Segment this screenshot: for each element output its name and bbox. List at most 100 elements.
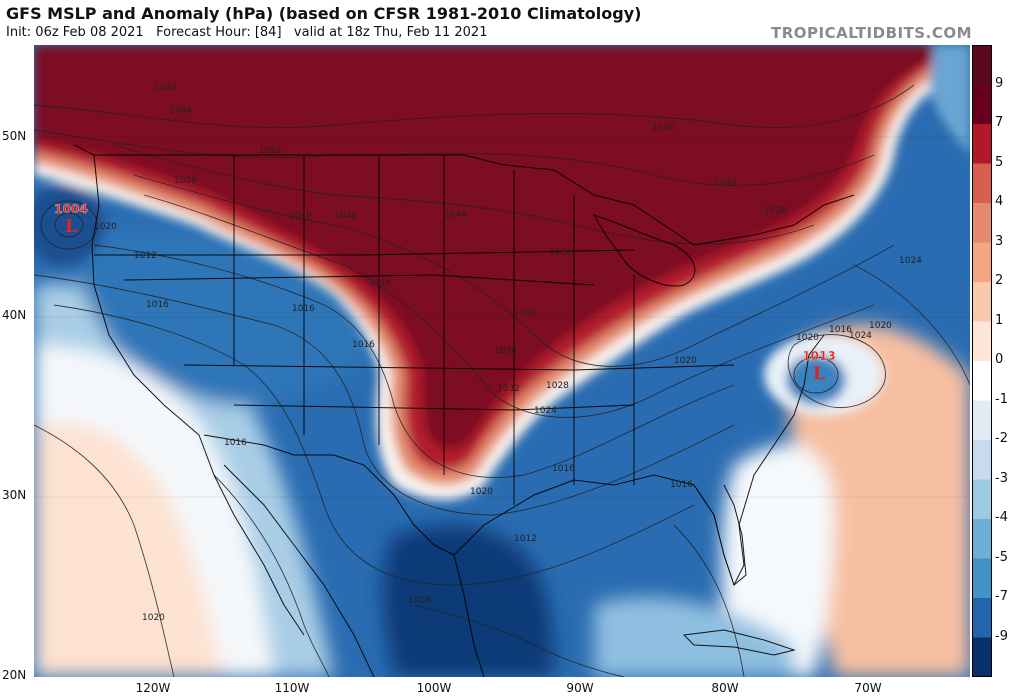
mexico-gulf-coast <box>453 554 485 677</box>
isobar-label: 1016 <box>224 438 247 448</box>
low-pressure-symbol: L <box>813 364 825 384</box>
isobar-label: 1016 <box>146 300 169 310</box>
isobar-label: 1016 <box>292 304 315 314</box>
isobar-line <box>787 334 886 409</box>
colorbar-label: -2 <box>995 431 1008 446</box>
lon-label: 70W <box>854 681 882 695</box>
political-borders <box>73 144 855 677</box>
site-brand: TROPICALTIDBITS.COM <box>771 24 972 42</box>
colorbar-swatch <box>972 203 992 243</box>
northeast-corner-blue <box>929 45 970 155</box>
graticule <box>34 136 970 498</box>
colorbar-swatch <box>972 400 992 441</box>
isobar-line <box>133 174 895 367</box>
map-subtitle: Init: 06z Feb 08 2021 Forecast Hour: [84… <box>6 25 488 40</box>
isobar-line <box>40 200 98 250</box>
isobar-line <box>793 356 839 394</box>
pacific-light-blue <box>34 283 334 677</box>
isobar-label: 1040 <box>289 211 312 221</box>
isobar-label: 1048 <box>154 83 177 93</box>
us-mexico-border <box>203 434 455 556</box>
florida-outline <box>693 484 747 586</box>
isobar-label: 1044 <box>444 210 467 220</box>
isobars <box>34 84 970 677</box>
isobar-label: 1048 <box>334 211 357 221</box>
lon-label: 110W <box>274 681 310 695</box>
colorbar-label: -3 <box>995 470 1008 486</box>
low-pressure-symbol: L <box>65 217 77 237</box>
colorbar-swatch <box>972 598 992 638</box>
isobar-label: 1036 <box>652 123 675 133</box>
isobar-label: 1036 <box>549 248 572 258</box>
colorbar-swatch <box>972 45 992 85</box>
isobar-line <box>113 144 815 245</box>
isobar-label: 1028 <box>764 206 787 216</box>
pacific-white-band <box>34 343 284 677</box>
mexico-west-coast <box>223 464 375 677</box>
isobar-label: 1020 <box>142 613 165 623</box>
gulf-deep-blue <box>382 525 554 677</box>
isobar-labels: 1048 1044 1052 1036 1028 1040 1048 1044 1036 1032… <box>94 83 922 623</box>
isobar-label: 1020 <box>796 333 819 343</box>
lat-label: 50N <box>2 129 27 143</box>
colorbar-label: 7 <box>995 115 1004 130</box>
isobar-label: 1020 <box>869 321 892 331</box>
isobar-label: 1044 <box>169 106 192 116</box>
isobar-label: 1020 <box>674 356 697 366</box>
isobar-label: 1020 <box>470 487 493 497</box>
isobar-line <box>853 264 970 386</box>
isobar-line <box>53 304 695 586</box>
colorbar-swatch <box>972 558 992 599</box>
caribbean-light <box>594 597 794 677</box>
anomaly-map: 1048 1044 1052 1036 1028 1040 1048 1044 1036 1032… <box>34 45 970 677</box>
colorbar-border <box>972 45 992 677</box>
colorbar-label: 3 <box>995 233 1004 249</box>
pacific-coast <box>91 154 200 436</box>
great-lakes <box>593 214 696 287</box>
colorbar <box>972 45 992 677</box>
isobar-label: 1052 <box>259 146 282 156</box>
isobar-line <box>34 424 175 677</box>
isobar-line <box>413 604 625 677</box>
lat-label: 20N <box>2 668 27 682</box>
isobar-line <box>34 129 875 186</box>
isobar-label: 1008 <box>408 596 431 606</box>
colorbar-label: -5 <box>995 549 1008 565</box>
atlantic-white <box>721 444 834 677</box>
warm-core <box>34 45 970 449</box>
isobar-line <box>673 524 745 677</box>
colorbar-swatch <box>972 84 992 125</box>
isobar-label: 1020 <box>94 222 117 232</box>
colorbar-swatch <box>972 124 992 164</box>
isobar-label: 1016 <box>829 325 852 335</box>
colorbar-label: 1 <box>995 312 1004 328</box>
colorbar-label: -4 <box>995 510 1008 525</box>
isobar-line <box>93 244 735 478</box>
isobar-label: 1028 <box>174 176 197 186</box>
isobar-label: 1032 <box>714 179 737 189</box>
map-title: GFS MSLP and Anomaly (hPa) (based on CFS… <box>6 4 642 23</box>
isobar-line <box>143 194 875 418</box>
isobar-label: 1024 <box>899 256 922 266</box>
isobar-label: 1016 <box>670 480 693 490</box>
lat-label: 30N <box>2 488 27 502</box>
pressure-center-value: 1013 <box>802 349 835 363</box>
colorbar-swatch <box>972 479 992 520</box>
lon-label: 80W <box>711 681 739 695</box>
cuba-outline <box>682 629 796 656</box>
state-line-42 <box>123 274 595 286</box>
lon-label: 90W <box>566 681 594 695</box>
isobar-line <box>34 84 915 129</box>
isobar-label: 1012 <box>514 534 537 544</box>
isobar-line <box>54 212 84 238</box>
pacific-low-anomaly <box>34 185 104 265</box>
baja-coast <box>198 434 305 636</box>
colorbar-swatch <box>972 440 992 480</box>
lon-label: 100W <box>416 681 452 695</box>
colorbar-swatch <box>972 242 992 283</box>
isobar-label: 1032 <box>497 384 520 394</box>
colorbar-label: -7 <box>995 589 1008 604</box>
colorbar-swatch <box>972 282 992 322</box>
isobar-label: 1016 <box>352 340 375 350</box>
